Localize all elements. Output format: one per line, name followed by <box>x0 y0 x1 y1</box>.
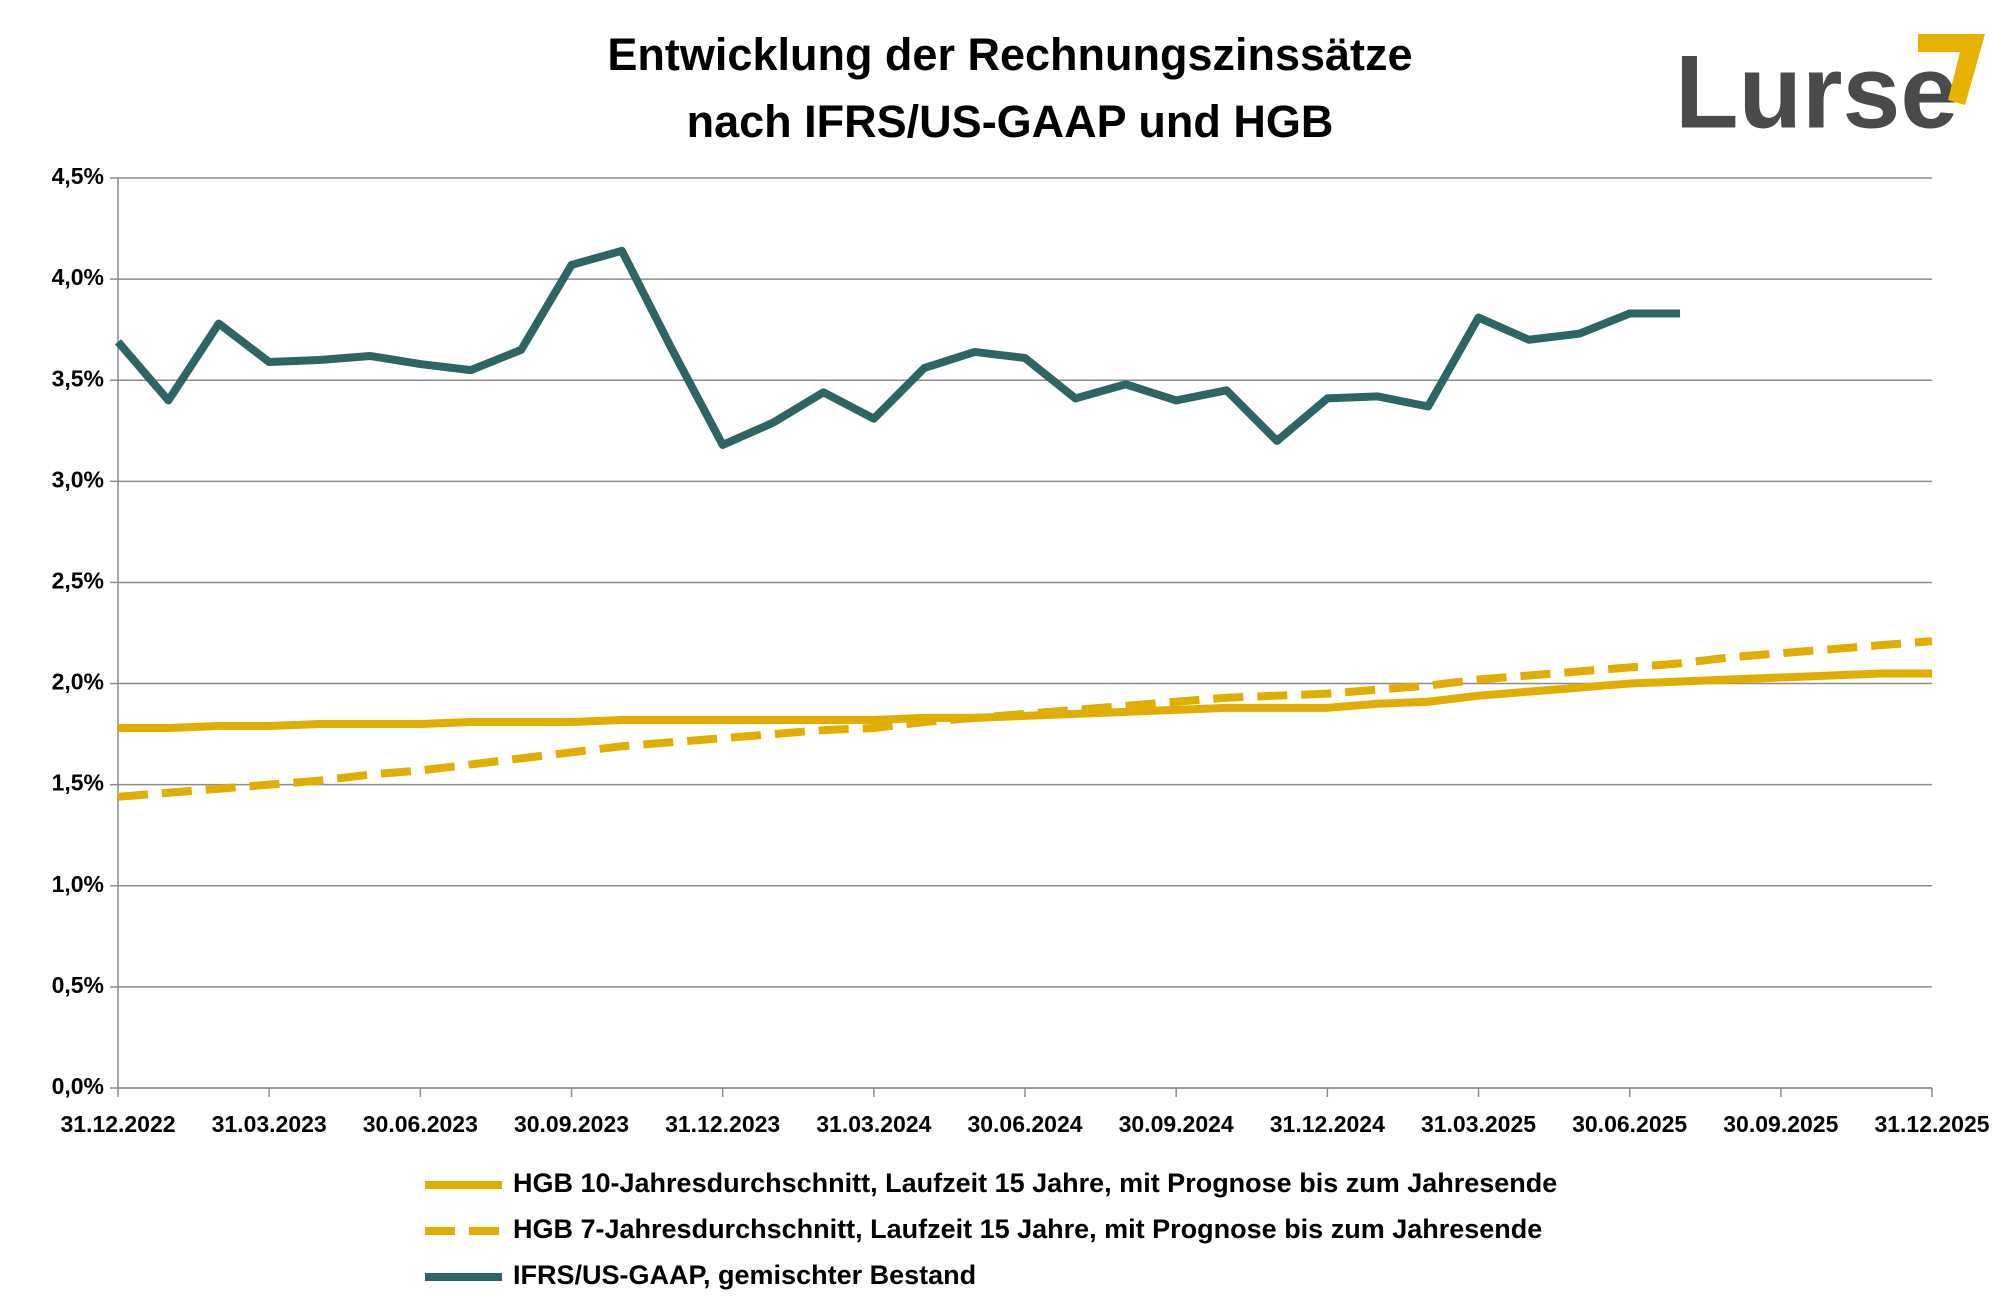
legend-label: HGB 7-Jahresdurchschnitt, Laufzeit 15 Ja… <box>513 1214 1542 1244</box>
legend-label: IFRS/US-GAAP, gemischter Bestand <box>513 1260 976 1290</box>
x-tick-label: 30.06.2025 <box>1572 1111 1687 1137</box>
y-tick-label: 4,0% <box>52 264 104 290</box>
y-tick-label: 0,5% <box>52 972 104 998</box>
y-tick-label: 3,0% <box>52 466 104 492</box>
x-tick-label: 31.03.2024 <box>816 1111 931 1137</box>
y-tick-label: 4,5% <box>52 163 104 189</box>
x-tick-label: 31.12.2024 <box>1270 1111 1385 1137</box>
x-tick-label: 31.03.2023 <box>212 1111 327 1137</box>
logo: Lurse <box>1675 34 1985 150</box>
x-tick-label: 30.09.2025 <box>1723 1111 1838 1137</box>
y-tick-label: 3,5% <box>52 365 104 391</box>
series-line <box>118 669 1932 733</box>
chart-title: Entwicklung der Rechnungszinssätze <box>607 29 1412 80</box>
x-tick-label: 30.09.2023 <box>514 1111 629 1137</box>
y-tick-label: 1,5% <box>52 770 104 796</box>
y-tick-label: 2,5% <box>52 568 104 594</box>
y-tick-label: 1,0% <box>52 871 104 897</box>
logo-text: Lurse <box>1675 34 1958 150</box>
chart-title: nach IFRS/US-GAAP und HGB <box>687 96 1334 147</box>
series-line <box>114 246 1681 449</box>
legend-label: HGB 10-Jahresdurchschnitt, Laufzeit 15 J… <box>513 1168 1557 1198</box>
y-tick-label: 0,0% <box>52 1073 104 1099</box>
series-line <box>117 637 1933 801</box>
logo-mark <box>1918 34 1985 105</box>
x-tick-label: 30.09.2024 <box>1119 1111 1234 1137</box>
x-tick-label: 31.12.2022 <box>60 1111 175 1137</box>
x-tick-label: 31.12.2025 <box>1874 1111 1989 1137</box>
x-tick-label: 31.03.2025 <box>1421 1111 1536 1137</box>
x-tick-label: 30.06.2023 <box>363 1111 478 1137</box>
y-tick-label: 2,0% <box>52 669 104 695</box>
x-tick-label: 31.12.2023 <box>665 1111 780 1137</box>
x-tick-label: 30.06.2024 <box>967 1111 1082 1137</box>
